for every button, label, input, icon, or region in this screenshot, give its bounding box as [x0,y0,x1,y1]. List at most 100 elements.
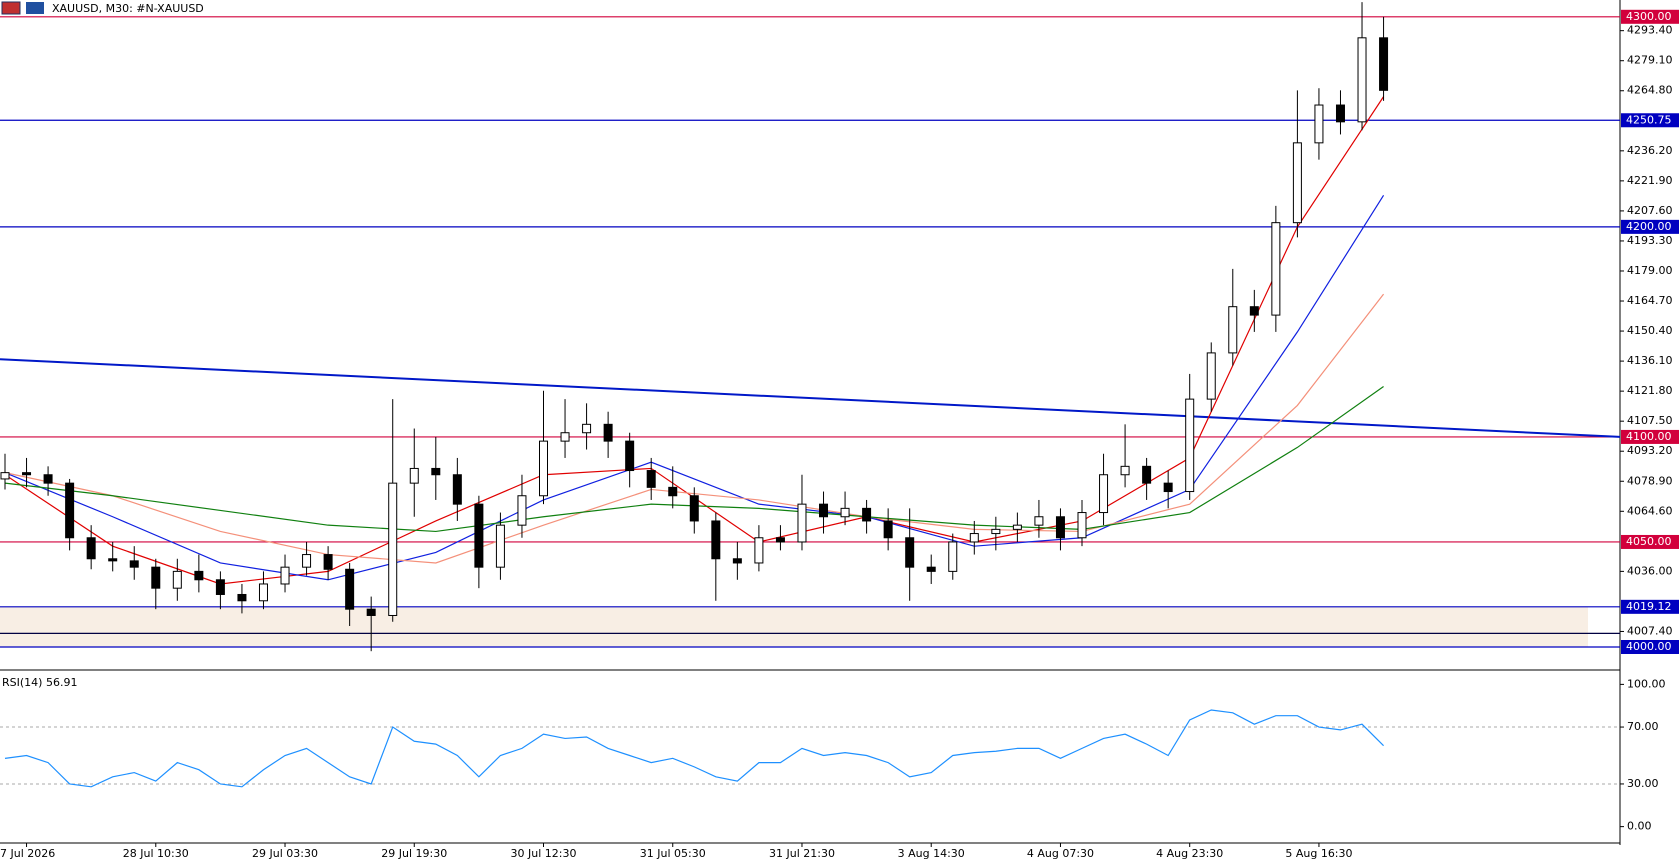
candle-body [926,566,936,572]
rsi-tick-label: 70.00 [1627,720,1659,733]
rsi-tick-label: 0.00 [1627,820,1652,833]
rsi-label: RSI(14) 56.91 [2,676,77,689]
x-tick-label: 5 Aug 16:30 [1285,847,1352,860]
candle-body [0,472,10,480]
candle-body [474,503,484,568]
y-tick-label: 4136.10 [1627,354,1673,367]
x-tick-label: 31 Jul 21:30 [769,847,835,860]
candle-body [646,470,656,488]
candle-body [1185,398,1195,493]
moving-average [4,293,1385,564]
candle-body [775,537,785,543]
y-tick-label: 4036.00 [1627,564,1673,577]
candle-body [732,558,742,564]
level-label-bg [1621,639,1679,654]
moving-average [4,386,1384,533]
candle-body [1314,104,1324,144]
candle-body [560,432,570,442]
y-tick-label: 4107.50 [1627,414,1673,427]
y-tick-label: 4236.20 [1627,144,1673,157]
candle-body [172,570,182,589]
y-tick-label: 4164.70 [1627,294,1673,307]
moving-average [4,195,1385,581]
candle-body [1034,516,1044,526]
moving-average [4,96,1385,585]
x-tick-label: 28 Jul 10:30 [123,847,189,860]
candle-body [1142,465,1152,484]
level-label-bg [1621,219,1679,234]
level-label: 4250.75 [1626,113,1672,126]
level-label-bg [1621,9,1679,24]
rsi-tick-label: 30.00 [1627,777,1659,790]
candle-body [969,533,979,543]
candle-body [1012,524,1022,530]
candle-body [948,541,958,572]
menu-icon[interactable] [1,1,21,15]
chart-icon[interactable] [26,2,44,14]
candle-body [883,520,893,539]
candle-body [517,495,527,526]
candle-body [1292,142,1302,224]
candle-body [22,472,32,476]
y-tick-label: 4179.00 [1627,264,1673,277]
candle-body [1099,474,1109,514]
y-tick-label: 4193.30 [1627,234,1673,247]
candle-body [819,503,829,518]
candle-body [1055,516,1065,539]
candle-body [258,583,268,602]
level-label: 4100.00 [1626,430,1672,443]
rsi-tick-label: 100.00 [1627,677,1666,690]
x-tick-label: 4 Aug 23:30 [1156,847,1223,860]
candle-body [1379,37,1389,91]
candle-body [862,507,872,522]
x-tick-label: 29 Jul 03:30 [252,847,318,860]
y-tick-label: 4093.20 [1627,444,1673,457]
zone [0,606,1588,647]
candle-body [323,554,333,570]
candle-body [129,560,139,568]
candle-body [603,423,613,442]
candle-body [1077,512,1087,539]
candle-body [1206,352,1216,400]
x-tick-label: 3 Aug 14:30 [898,847,965,860]
candle-body [582,423,592,434]
y-tick-label: 4293.40 [1627,24,1673,37]
candle-body [86,537,96,560]
candle-body [689,495,699,522]
candle-body [625,440,635,472]
candle-body [1249,306,1259,316]
candle-body [711,520,721,560]
candle-body [754,537,764,564]
candle-body [1357,37,1367,123]
y-tick-label: 4207.60 [1627,204,1673,217]
candle-body [345,568,355,610]
candle-body [991,528,1001,535]
candle-body [65,482,75,539]
y-tick-label: 4279.10 [1627,54,1673,67]
candle-body [108,558,118,562]
candle-body [1228,306,1238,354]
candle-body [797,503,807,543]
candle-body [539,440,548,497]
x-tick-label: 29 Jul 19:30 [381,847,447,860]
candle-body [388,482,398,616]
candle-body [43,474,53,484]
rsi-line [4,709,1384,788]
x-tick-label: 30 Jul 12:30 [511,847,577,860]
candle-body [194,570,204,581]
candle-body [1271,222,1281,316]
x-tick-label: 31 Jul 05:30 [640,847,706,860]
candle-body [366,608,376,616]
candle-body [409,467,419,484]
candle-body [215,579,225,595]
y-tick-label: 4264.80 [1627,84,1673,97]
level-label: 4200.00 [1626,220,1672,233]
candle-body [668,486,678,497]
level-label-bg [1621,113,1679,128]
y-tick-label: 4221.90 [1627,174,1673,187]
y-tick-label: 4064.60 [1627,504,1673,517]
candle-body [1335,104,1345,123]
candle-body [151,566,161,589]
y-tick-label: 4078.90 [1627,474,1673,487]
